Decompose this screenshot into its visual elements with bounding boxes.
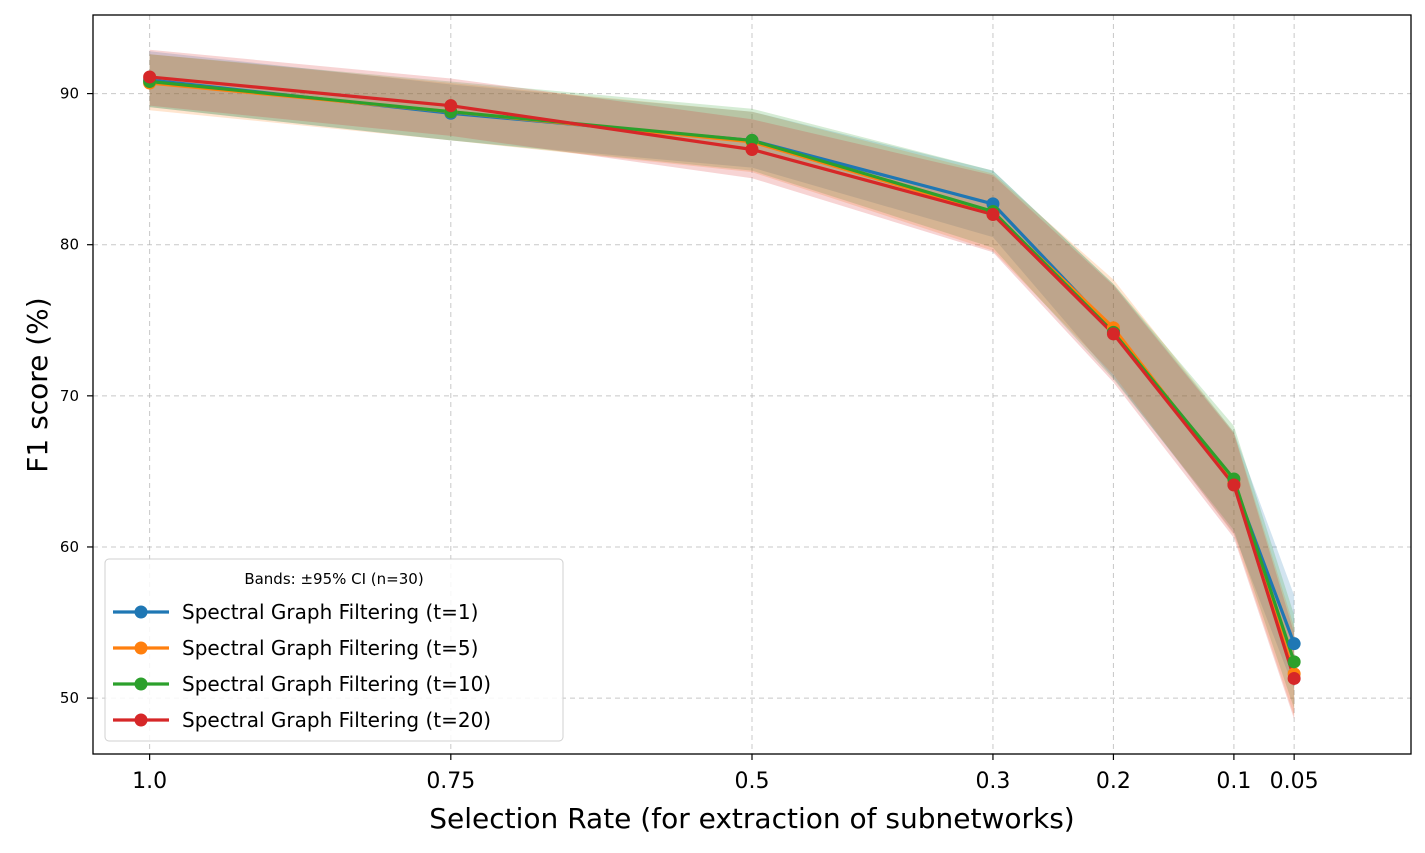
legend-label-series-4: Spectral Graph Filtering (t=20) — [182, 708, 491, 732]
legend-swatch-marker — [134, 605, 148, 619]
x-axis-label: Selection Rate (for extraction of subnet… — [429, 802, 1074, 835]
y-tick-label: 80 — [60, 236, 79, 254]
data-point-series-3 — [1287, 655, 1301, 669]
y-tick-label: 60 — [60, 538, 79, 556]
data-point-series-4 — [986, 207, 1000, 221]
legend-box — [104, 558, 564, 742]
legend-label-series-1: Spectral Graph Filtering (t=1) — [182, 600, 478, 624]
y-tick-label: 50 — [60, 689, 79, 707]
x-axis-ticks: 1.0 0.75 0.5 0.3 0.2 0.1 0.05 — [132, 754, 1319, 794]
y-tick-label: 70 — [60, 387, 79, 405]
legend-entries: Spectral Graph Filtering (t=1) Spectral G… — [113, 600, 491, 732]
legend-label-series-3: Spectral Graph Filtering (t=10) — [182, 672, 491, 696]
data-point-series-4 — [1227, 478, 1241, 492]
ci-band-series-1 — [149, 51, 1295, 690]
y-axis-label: F1 score (%) — [21, 297, 54, 472]
x-tick-label: 0.2 — [1096, 769, 1131, 794]
x-tick-label: 0.1 — [1216, 769, 1251, 794]
series-markers — [143, 70, 1301, 685]
legend-swatch-marker — [134, 641, 148, 655]
legend-swatch-marker — [134, 677, 148, 691]
data-point-series-1 — [1287, 637, 1301, 651]
x-tick-label: 0.3 — [975, 769, 1010, 794]
y-axis-ticks: 50 60 70 80 90 — [60, 85, 93, 707]
legend-swatch-marker — [134, 713, 148, 727]
x-tick-label: 1.0 — [132, 769, 167, 794]
data-point-series-3 — [745, 133, 759, 147]
data-point-series-4 — [745, 143, 759, 157]
legend-title: Bands: ±95% CI (n=30) — [244, 570, 423, 588]
x-tick-label: 0.05 — [1270, 769, 1319, 794]
legend-label-series-2: Spectral Graph Filtering (t=5) — [182, 636, 478, 660]
y-tick-label: 90 — [60, 85, 79, 103]
ci-band-series-4 — [149, 49, 1295, 720]
data-point-series-4 — [143, 70, 157, 84]
x-tick-label: 0.75 — [426, 769, 475, 794]
data-point-series-4 — [1287, 671, 1301, 685]
data-point-series-4 — [1106, 327, 1120, 341]
x-tick-label: 0.5 — [735, 769, 770, 794]
legend: Bands: ±95% CI (n=30) Spectral Graph Fil… — [104, 558, 564, 742]
data-point-series-4 — [444, 99, 458, 113]
